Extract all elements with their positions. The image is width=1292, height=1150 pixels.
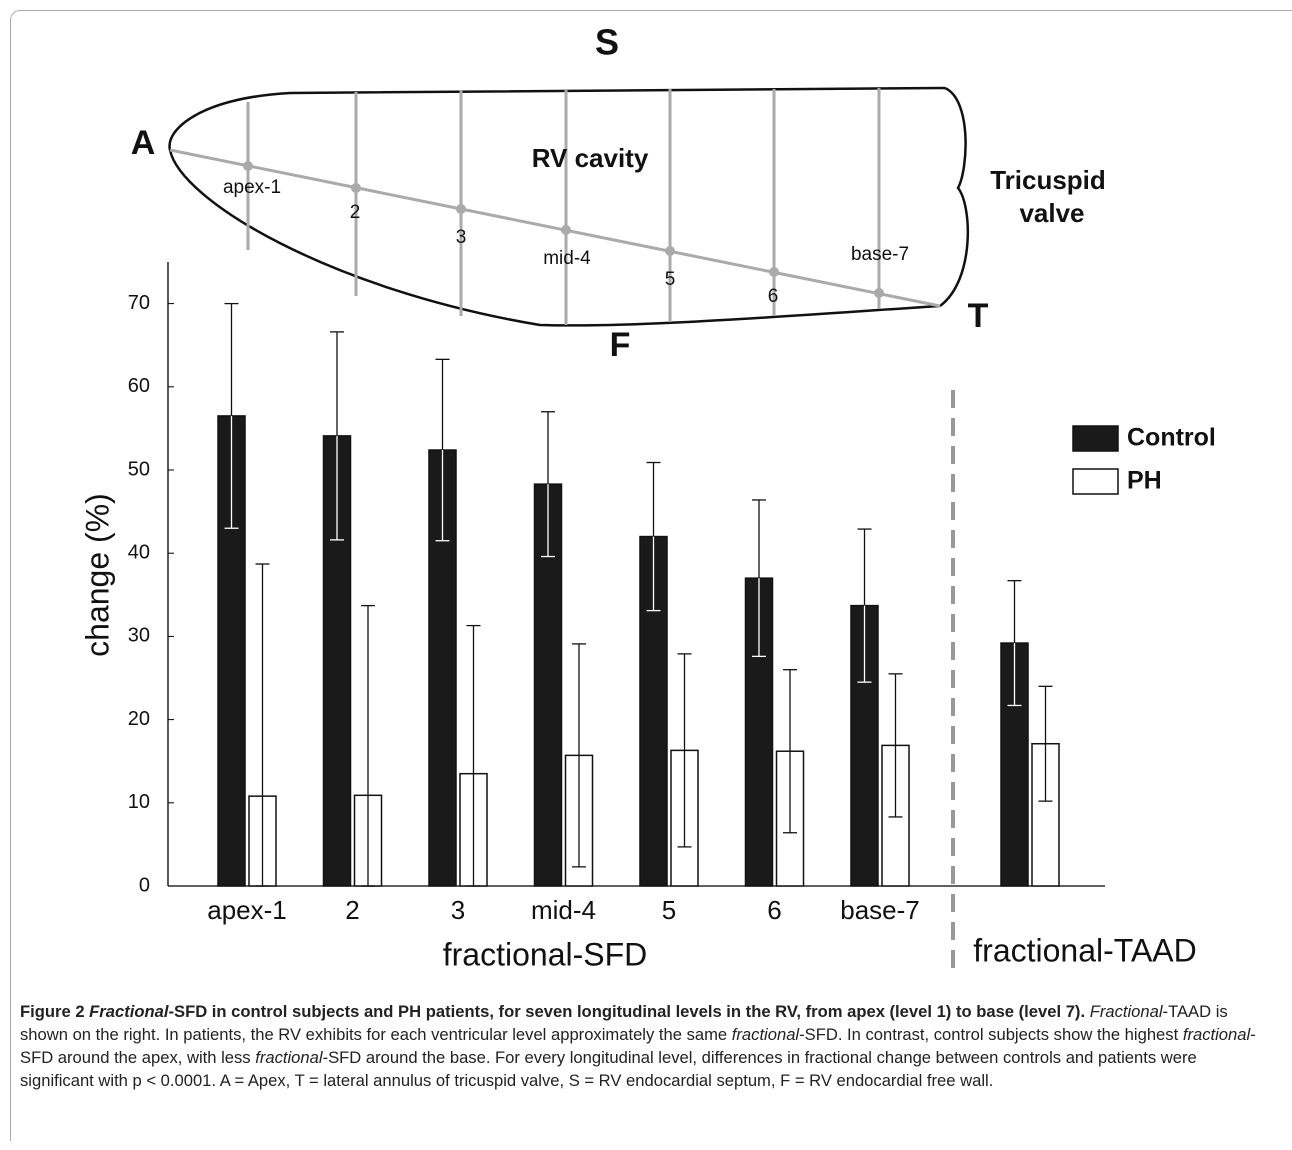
caption-text: -SFD around the apex, with less <box>20 1025 1256 1067</box>
level-label: 2 <box>350 202 361 223</box>
y-tick-label: 0 <box>139 874 150 896</box>
y-axis-label: change (%) <box>79 493 115 657</box>
caption-text: Fractional <box>89 1002 169 1021</box>
level-label: 6 <box>768 286 779 307</box>
cavity-label: RV cavity <box>532 143 649 173</box>
chart: change (%) fractional-SFD fractional-TAA… <box>79 22 1216 973</box>
y-tick-label: 30 <box>128 625 150 647</box>
y-tick-label: 70 <box>128 292 150 314</box>
legend-label: Control <box>1127 424 1216 452</box>
label-s: S <box>595 22 619 63</box>
x-tick-label: 2 <box>345 895 359 925</box>
group-label: fractional-SFD <box>443 936 648 972</box>
caption: Figure 2 Fractional-SFD in control subje… <box>20 1000 1275 1092</box>
valve-label: Tricuspid <box>990 165 1106 195</box>
caption-text: Figure 2 <box>20 1002 85 1021</box>
diagram: S A F T RV cavity Tricuspid valve <box>131 22 1106 364</box>
label-t: T <box>968 297 989 335</box>
label-a: A <box>131 124 156 162</box>
legend-swatch <box>1072 468 1119 495</box>
x-tick-label: 3 <box>451 895 465 925</box>
caption-text: -SFD. In contrast, control subjects show… <box>799 1025 1179 1044</box>
level-label: apex-1 <box>223 177 281 198</box>
caption-text: -SFD around the base. For every longitud… <box>20 1048 1197 1090</box>
y-tick-label: 50 <box>128 458 150 480</box>
level-label: 5 <box>665 269 676 290</box>
x-tick-label: apex-1 <box>207 895 287 925</box>
frame <box>10 10 1292 1141</box>
x-tick-label: base-7 <box>840 895 920 925</box>
level-label: base-7 <box>851 244 909 265</box>
caption-text: -TAAD is shown on the right. In patients… <box>20 1002 1228 1044</box>
caption-text: fractional <box>1182 1025 1251 1044</box>
caption-text: fractional <box>255 1048 323 1067</box>
level-label: mid-4 <box>543 248 591 269</box>
group-label: fractional-TAAD <box>973 932 1196 968</box>
label-f: F <box>610 326 631 364</box>
y-tick-label: 10 <box>128 791 150 813</box>
caption-text: Fractional <box>1089 1002 1163 1021</box>
caption-text: fractional <box>731 1025 800 1044</box>
legend-label: PH <box>1127 467 1162 495</box>
x-tick-label: mid-4 <box>531 895 596 925</box>
valve-bracket <box>939 86 970 308</box>
level-lines <box>169 88 941 325</box>
legend-swatch <box>1072 425 1119 452</box>
y-tick-label: 40 <box>128 541 150 563</box>
valve-label: valve <box>1019 198 1084 228</box>
level-label: 3 <box>456 227 467 248</box>
y-tick-label: 60 <box>128 375 150 397</box>
x-tick-label: 6 <box>767 895 781 925</box>
caption-text: -SFD in control subjects and PH patients… <box>168 1002 1086 1021</box>
y-tick-label: 20 <box>128 708 150 730</box>
x-tick-label: 5 <box>662 895 676 925</box>
rv-outline <box>168 86 946 327</box>
level-points <box>243 161 884 298</box>
